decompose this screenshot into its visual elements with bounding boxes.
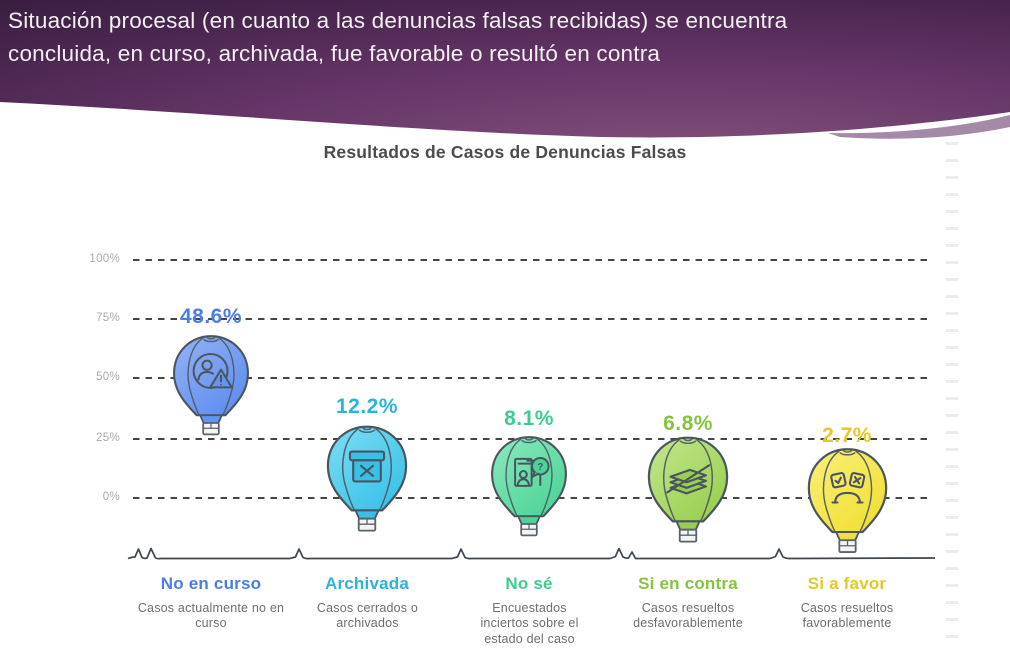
person-alert-icon [192, 352, 233, 389]
balloon-archivada [326, 425, 408, 532]
balloon-no-se: ? [491, 436, 567, 537]
value-label: 48.6% [179, 305, 243, 328]
slide-title-line2: concluida, en curso, archivada, fue favo… [8, 40, 661, 66]
category-label: No sé [505, 574, 553, 593]
gridlines [133, 259, 930, 499]
value-label: 12.2% [335, 395, 399, 418]
value-label: 6.8% [663, 412, 713, 435]
category-description: Encuestados inciertos sobre el estado de… [480, 601, 579, 646]
y-axis-label-0: 0% [102, 491, 120, 503]
category-description: Casos resueltos desfavorablemente [633, 601, 743, 631]
y-axis-label-100: 100% [89, 253, 120, 265]
balloon-si-a-favor [807, 448, 888, 553]
y-axis-label-50: 50% [96, 371, 120, 383]
category-description: Casos resueltos favorablemente [800, 601, 894, 631]
slide-header: Situación procesal (en cuanto a las denu… [0, 0, 1010, 145]
unknown-status-icon: ? [514, 457, 550, 487]
category-label: No en curso [160, 574, 262, 593]
y-axis-label-75: 75% [96, 312, 120, 324]
archive-box-x-icon [348, 450, 386, 483]
slide-title: Situación procesal (en cuanto a las denu… [8, 5, 1002, 70]
category-label: Archivada [324, 574, 409, 593]
category-label: Si en contra [638, 574, 738, 593]
y-axis-label-25: 25% [96, 432, 120, 444]
slide-title-line1: Situación procesal (en cuanto a las denu… [8, 8, 788, 33]
value-label: 8.1% [504, 407, 554, 430]
value-label: 2.7% [822, 424, 872, 447]
balloon-no-en-curso [173, 335, 249, 436]
chart-title: Resultados de Casos de Denuncias Falsas [323, 142, 687, 162]
category-description: Casos actualmente no en curso [137, 601, 285, 631]
svg-text:?: ? [537, 462, 543, 473]
verdict-check-x-icon [830, 472, 866, 504]
papers-dismissed-icon [666, 464, 711, 495]
ground-line [127, 547, 936, 560]
header-curve-decoration [0, 102, 1010, 145]
category-description: Casos cerrados o archivados [316, 601, 419, 631]
category-label: Si a favor [807, 574, 887, 593]
balloon-si-en-contra [647, 436, 729, 543]
